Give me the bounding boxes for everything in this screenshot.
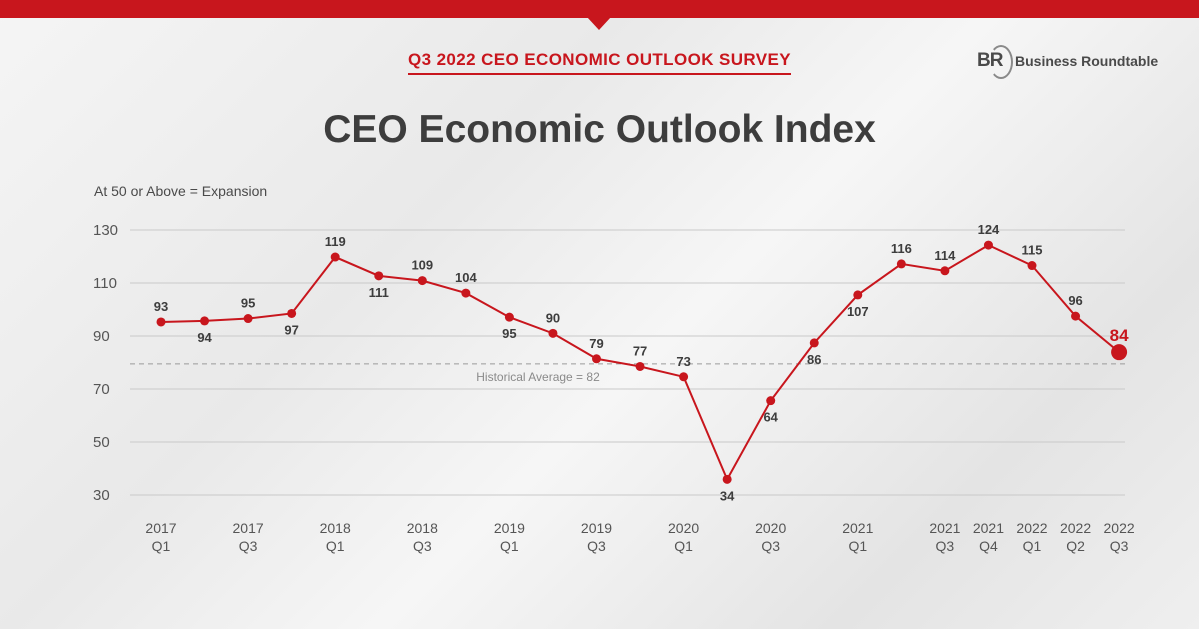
data-label: 111: [369, 285, 389, 300]
logo-text: Business Roundtable: [1015, 53, 1159, 69]
data-point: [635, 361, 645, 371]
data-label: 119: [325, 234, 346, 249]
data-point: [156, 317, 166, 327]
x-tick-quarter-21: Q2: [1066, 538, 1085, 554]
data-point: [504, 312, 514, 322]
data-point: [243, 314, 253, 324]
data-label: 79: [589, 336, 603, 351]
data-label: 94: [197, 330, 212, 345]
data-label: 96: [1068, 293, 1082, 308]
data-point: [417, 276, 427, 286]
data-point: [200, 316, 210, 326]
x-tick-quarter-10: Q3: [587, 538, 606, 554]
data-point: [766, 396, 776, 406]
x-tick-quarter-14: Q3: [761, 538, 780, 554]
y-tick-label-130: 130: [93, 222, 118, 239]
data-point: [1027, 261, 1037, 271]
x-tick-quarter-2: Q3: [239, 538, 258, 554]
data-point: [679, 372, 689, 382]
x-tick-quarter-19: Q4: [979, 538, 998, 554]
x-tick-quarter-8: Q1: [500, 538, 519, 554]
data-point: [896, 259, 906, 269]
x-tick-year-12: 2020: [668, 520, 699, 536]
data-point: [1071, 311, 1081, 321]
y-tick-label-90: 90: [93, 328, 110, 345]
y-tick-label-70: 70: [93, 381, 110, 398]
x-tick-year-20: 2022: [1016, 520, 1047, 536]
x-tick-year-21: 2022: [1060, 520, 1091, 536]
data-label: 109: [411, 258, 433, 273]
x-tick-year-18: 2021: [929, 520, 960, 536]
x-tick-quarter-22: Q3: [1110, 538, 1129, 554]
business-roundtable-logo: BR Business Roundtable: [975, 44, 1159, 79]
data-label: 114: [934, 248, 956, 263]
x-tick-year-22: 2022: [1104, 520, 1135, 536]
top-accent-notch: [587, 17, 611, 30]
x-tick-quarter-20: Q1: [1023, 538, 1042, 554]
data-point: [983, 240, 993, 250]
data-point: [330, 252, 340, 262]
y-tick-label-30: 30: [93, 487, 110, 504]
x-tick-year-4: 2018: [320, 520, 351, 536]
x-tick-quarter-6: Q3: [413, 538, 432, 554]
data-label: 34: [720, 488, 735, 503]
data-point: [722, 474, 732, 484]
y-tick-label-50: 50: [93, 434, 110, 451]
x-tick-quarter-16: Q1: [848, 538, 867, 554]
data-label: 115: [1022, 243, 1043, 258]
x-tick-quarter-0: Q1: [152, 538, 171, 554]
x-tick-quarter-12: Q1: [674, 538, 693, 554]
x-tick-quarter-4: Q1: [326, 538, 345, 554]
x-tick-year-14: 2020: [755, 520, 786, 536]
data-point: [461, 288, 471, 298]
data-label: 116: [891, 241, 912, 256]
data-label: 86: [807, 352, 821, 367]
data-point: [853, 290, 863, 300]
x-tick-year-6: 2018: [407, 520, 438, 536]
survey-title: Q3 2022 CEO ECONOMIC OUTLOOK SURVEY: [0, 50, 1199, 75]
logo-arc-icon: [989, 45, 1013, 79]
data-label: 95: [241, 296, 255, 311]
x-tick-year-16: 2021: [842, 520, 873, 536]
data-point: [287, 308, 297, 318]
data-label: 124: [978, 222, 1000, 237]
data-point: [548, 328, 558, 338]
survey-title-text: Q3 2022 CEO ECONOMIC OUTLOOK SURVEY: [407, 50, 792, 75]
y-tick-label-110: 110: [93, 275, 117, 292]
data-label: 77: [633, 343, 647, 358]
data-point: [940, 266, 950, 276]
data-label: 90: [546, 310, 560, 325]
x-tick-year-10: 2019: [581, 520, 612, 536]
x-tick-year-8: 2019: [494, 520, 525, 536]
br-logo-mark: BR: [975, 44, 1013, 79]
chart-title: CEO Economic Outlook Index: [323, 108, 876, 151]
x-tick-quarter-18: Q3: [936, 538, 955, 554]
top-accent-bar: [0, 0, 1199, 18]
x-tick-year-19: 2021: [973, 520, 1004, 536]
data-label: 97: [284, 322, 298, 337]
data-point-highlight: [1111, 344, 1128, 361]
x-tick-year-2: 2017: [233, 520, 264, 536]
data-label: 93: [154, 299, 168, 314]
data-label: 104: [455, 270, 477, 285]
data-label-latest: 84: [1110, 326, 1129, 345]
data-label: 107: [847, 304, 869, 319]
data-label: 95: [502, 326, 516, 341]
data-point: [374, 271, 384, 281]
data-point: [809, 338, 819, 348]
data-label: 64: [763, 410, 778, 425]
chart-subtitle: At 50 or Above = Expansion: [94, 183, 268, 199]
data-point: [592, 354, 601, 364]
historical-average-label: Historical Average = 82: [476, 370, 600, 384]
data-label: 73: [676, 354, 690, 369]
x-tick-year-0: 2017: [145, 520, 176, 536]
